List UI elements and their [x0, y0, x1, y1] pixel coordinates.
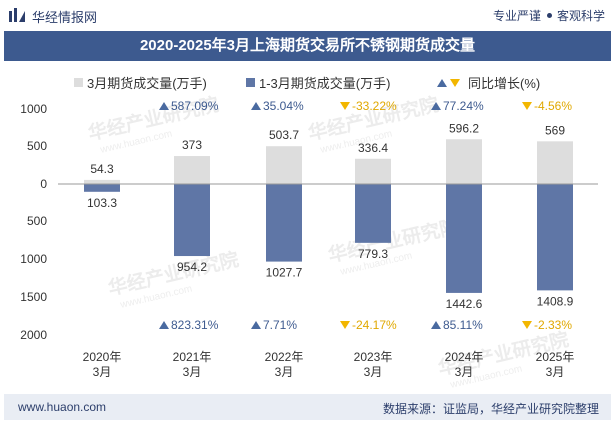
label-month: 569: [545, 123, 565, 137]
footer: www.huaon.com 数据来源：证监局，华经产业研究院整理: [4, 394, 611, 420]
brand-name: 华经情报网: [32, 10, 98, 25]
y-tick-label: 500: [27, 214, 47, 228]
up-triangle-icon: [431, 102, 441, 110]
growth-label: 77.24%: [443, 99, 484, 113]
up-triangle-icon: [159, 102, 169, 110]
growth-label: 7.71%: [263, 318, 297, 332]
x-tick-label: 2020年: [83, 350, 122, 364]
up-triangle-icon: [431, 321, 441, 329]
growth-label: -33.22%: [352, 99, 397, 113]
x-tick-label: 3月: [546, 365, 565, 379]
growth-label: 85.11%: [443, 318, 483, 332]
legend-item-growth: 同比增长(%): [437, 73, 540, 92]
x-tick-label: 2023年: [354, 350, 393, 364]
bar-month: [537, 141, 573, 184]
label-month: 596.2: [449, 121, 479, 135]
growth-label: -2.33%: [534, 318, 572, 332]
y-tick-label: 500: [27, 139, 47, 153]
growth-label: 823.31%: [171, 318, 219, 332]
data-labels: 54.3 103.3 373 954.2 503.7 1027.7 336.4 779.3 59…: [87, 121, 574, 311]
bars: [84, 139, 573, 293]
bar-cumulative: [174, 184, 210, 257]
bar-cumulative: [266, 184, 302, 262]
label-cumulative: 1442.6: [446, 297, 483, 311]
bar-month: [266, 146, 302, 184]
x-axis-ticks: 2020年3月2021年3月2022年3月2023年3月2024年3月2025年…: [83, 350, 575, 379]
label-month: 336.4: [358, 141, 388, 155]
tagline-right: 客观科学: [556, 9, 605, 23]
y-tick-label: 1000: [20, 102, 47, 116]
bar-month: [84, 179, 120, 184]
top-bar: 华经情报网 专业严谨 客观科学: [0, 0, 615, 30]
x-tick-label: 3月: [93, 365, 112, 379]
bar-month: [355, 158, 391, 184]
x-tick-label: 3月: [364, 365, 383, 379]
legend-swatch-month: [74, 78, 83, 87]
up-triangle-icon: [159, 321, 169, 329]
y-tick-label: 2000: [20, 328, 47, 342]
down-triangle-icon: [522, 102, 532, 110]
growth-label: 35.04%: [263, 99, 304, 113]
legend-label-month: 3月期货成交量(万手): [87, 76, 207, 91]
growth-label: 587.09%: [171, 99, 219, 113]
y-tick-label: 0: [40, 177, 47, 191]
y-tick-label: 1000: [20, 252, 47, 266]
up-triangle-icon: [251, 102, 261, 110]
x-tick-label: 2024年: [445, 350, 484, 364]
x-tick-label: 3月: [275, 365, 294, 379]
y-axis-ticks: 1000 500 0 500 1000 1500 2000: [20, 102, 47, 342]
label-cumulative: 1408.9: [537, 294, 574, 308]
label-month: 503.7: [269, 128, 299, 142]
y-tick-label: 1500: [20, 290, 47, 304]
legend-label-cumulative: 1-3月期货成交量(万手): [259, 76, 391, 91]
label-cumulative: 103.3: [87, 196, 117, 210]
down-triangle-icon: [340, 102, 350, 110]
legend-item-month: 3月期货成交量(万手): [74, 73, 207, 92]
label-month: 54.3: [90, 162, 114, 176]
growth-labels: 587.09% 823.31% 35.04% 7.71% -33.22% -24.17% 7…: [159, 99, 572, 332]
bar-cumulative: [446, 184, 482, 293]
legend-label-growth: 同比增长(%): [468, 76, 541, 91]
bar-cumulative: [537, 184, 573, 291]
down-triangle-icon: [522, 321, 532, 329]
bar-cumulative: [84, 184, 120, 192]
tagline-left: 专业严谨: [492, 9, 541, 23]
legend: 3月期货成交量(万手) 1-3月期货成交量(万手) 同比增长(%): [0, 73, 615, 91]
footer-source: 数据来源：证监局，华经产业研究院整理: [382, 402, 599, 416]
logo-icon: [9, 8, 25, 22]
dot-separator: [546, 13, 552, 19]
legend-swatch-cumulative: [246, 78, 255, 87]
x-tick-label: 2022年: [265, 350, 304, 364]
down-triangle-icon: [340, 321, 350, 329]
growth-label: -4.56%: [534, 99, 572, 113]
label-month: 373: [182, 138, 202, 152]
x-tick-label: 2025年: [536, 350, 575, 364]
chart-title: 2020-2025年3月上海期货交易所不锈钢期货成交量: [4, 31, 611, 61]
legend-item-cumulative: 1-3月期货成交量(万手): [246, 73, 390, 92]
legend-up-triangle-icon: [437, 78, 447, 87]
footer-website: www.huaon.com: [18, 400, 107, 414]
up-triangle-icon: [251, 321, 261, 329]
bar-month: [446, 139, 482, 184]
tagline: 专业严谨 客观科学: [493, 7, 605, 24]
growth-label: -24.17%: [352, 318, 397, 332]
label-cumulative: 1027.7: [266, 266, 303, 280]
label-cumulative: 954.2: [177, 260, 207, 274]
legend-down-triangle-icon: [450, 78, 460, 87]
x-tick-label: 3月: [455, 365, 474, 379]
x-tick-label: 3月: [183, 365, 202, 379]
bar-cumulative: [355, 184, 391, 243]
x-tick-label: 2021年: [173, 350, 212, 364]
label-cumulative: 779.3: [358, 247, 388, 261]
bar-month: [174, 156, 210, 184]
